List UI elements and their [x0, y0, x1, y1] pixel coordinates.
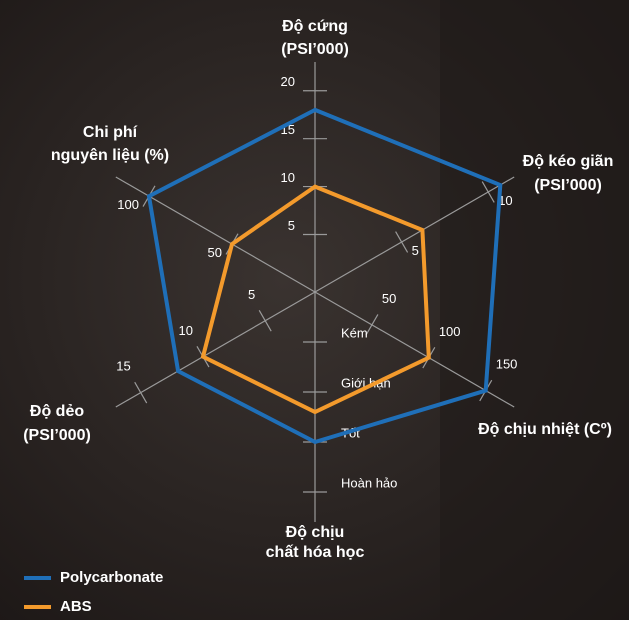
background-shade	[440, 0, 629, 620]
axis-title: chất hóa học	[266, 544, 365, 561]
tick-label: 10	[281, 170, 295, 185]
tick-label: Kém	[341, 325, 368, 340]
chart: Độ cứng (PSI’000) Độ kéo giãn (PSI’000) …	[0, 0, 629, 620]
legend-label: Polycarbonate	[60, 569, 163, 586]
tick-label: 50	[382, 291, 396, 306]
tick-label: 150	[496, 357, 518, 372]
tick-label: 100	[439, 324, 461, 339]
tick-label: 10	[178, 323, 192, 338]
axis-title: (PSI’000)	[281, 41, 349, 58]
tick-label: 5	[288, 218, 295, 233]
axis-title: Độ chịu	[286, 524, 345, 541]
axis-title: Độ dẻo	[30, 403, 84, 420]
axis-title: Độ cứng	[282, 18, 348, 35]
legend-label: ABS	[60, 598, 92, 615]
axis-title: Độ chịu nhiệt (Cº)	[478, 421, 612, 438]
axis-title: nguyên liệu (%)	[51, 147, 169, 164]
tick-label: 50	[208, 245, 222, 260]
axis-title: Độ kéo giãn	[523, 153, 614, 170]
tick-label: 100	[117, 197, 139, 212]
tick-label: Hoàn hảo	[341, 475, 397, 490]
page: {"chart_data": {"type": "radar", "axes":…	[0, 0, 629, 620]
tick-label: 15	[116, 359, 130, 374]
tick-label: 20	[281, 74, 295, 89]
tick-label: 5	[412, 243, 419, 258]
tick-label: 5	[248, 287, 255, 302]
axis-title: (PSI’000)	[534, 177, 602, 194]
axis-title: (PSI’000)	[23, 427, 91, 444]
axis-title: Chi phí	[83, 124, 138, 141]
